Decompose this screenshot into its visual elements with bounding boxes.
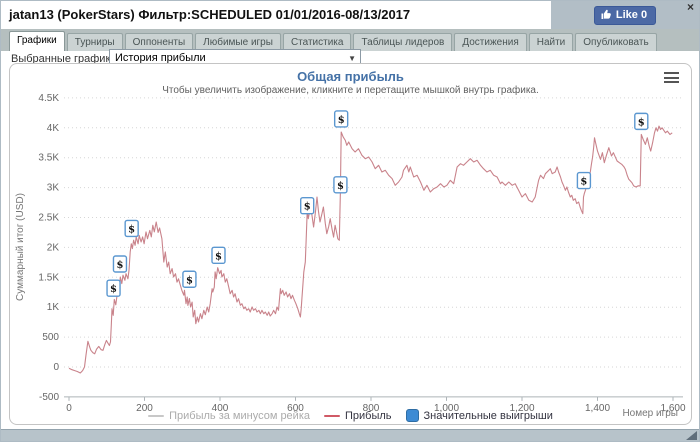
significant-win-marker-2: $ — [112, 255, 128, 273]
titlebar: jatan13 (PokerStars) Фильтр:SCHEDULED 01… — [1, 1, 699, 29]
graph-type-select[interactable]: История прибыли ▼ — [109, 49, 361, 67]
resize-grip-icon[interactable] — [686, 431, 697, 440]
svg-text:2.5K: 2.5K — [38, 213, 59, 224]
svg-text:4.5K: 4.5K — [38, 93, 59, 104]
filter-row: Выбранные графики: История прибыли ▼ — [1, 49, 699, 67]
svg-text:1K: 1K — [47, 302, 60, 313]
tab-7[interactable]: Достижения — [454, 33, 527, 51]
svg-text:$: $ — [128, 224, 135, 235]
svg-text:Номер игры: Номер игры — [622, 408, 678, 419]
chart-menu-icon[interactable] — [664, 72, 679, 83]
window-bottom-strip — [1, 429, 699, 441]
close-icon[interactable]: × — [686, 0, 694, 14]
svg-text:400: 400 — [212, 403, 229, 414]
tab-4[interactable]: Любимые игры — [195, 33, 281, 51]
svg-text:3.5K: 3.5K — [38, 153, 59, 164]
significant-win-marker-4: $ — [182, 270, 197, 288]
graph-type-selected-value: История прибыли — [115, 52, 206, 64]
svg-text:Суммарный итог (USD): Суммарный итог (USD) — [15, 193, 26, 301]
tab-3[interactable]: Оппоненты — [124, 33, 194, 51]
svg-text:0: 0 — [66, 403, 72, 414]
significant-win-marker-1: $ — [106, 279, 121, 297]
chart-panel: Общая прибыль Чтобы увеличить изображени… — [9, 63, 692, 425]
svg-text:0: 0 — [53, 362, 59, 373]
titlebar-right-chrome: Like 0 — [551, 1, 699, 29]
svg-text:1.5K: 1.5K — [38, 272, 59, 283]
significant-win-marker-9: $ — [576, 171, 592, 190]
svg-text:800: 800 — [363, 403, 380, 414]
svg-text:$: $ — [304, 202, 311, 213]
svg-text:$: $ — [215, 251, 222, 262]
like-button-label: Like 0 — [615, 8, 648, 21]
tab-9[interactable]: Опубликовать — [575, 33, 657, 51]
svg-text:$: $ — [580, 177, 587, 188]
tabs-container: Графики Турниры Оппоненты Любимые игры Стати… — [1, 29, 699, 51]
thumbs-up-icon — [601, 9, 611, 19]
svg-text:$: $ — [186, 275, 193, 286]
significant-win-marker-8: $ — [333, 110, 349, 128]
profit-line-chart[interactable]: -500 0 500 1K 1.5K 2K 2.5K 3K 3.5K 4K 4.5K 0 200 400 6… — [10, 64, 691, 424]
legend-line-swatch — [324, 414, 340, 417]
svg-text:1,400: 1,400 — [585, 403, 610, 414]
tab-1[interactable]: Графики — [9, 31, 65, 51]
tab-bar: Графики Турниры Оппоненты Любимые игры Стати… — [1, 29, 699, 51]
legend-label: Значительные выигрыши — [423, 409, 553, 422]
legend-marker-swatch — [405, 409, 419, 422]
svg-text:1,000: 1,000 — [434, 403, 459, 414]
significant-win-marker-5: $ — [211, 246, 226, 265]
legend-label: Прибыль за минусом рейка — [169, 409, 310, 422]
tab-5[interactable]: Статистика — [282, 33, 352, 51]
legend-line-swatch — [148, 414, 165, 417]
window-title: jatan13 (PokerStars) Фильтр:SCHEDULED 01… — [9, 7, 411, 22]
svg-text:2K: 2K — [47, 242, 60, 253]
significant-win-marker-3: $ — [124, 219, 139, 238]
chart-subtitle: Чтобы увеличить изображение, кликните и … — [162, 85, 539, 96]
significant-win-marker-6: $ — [300, 196, 315, 215]
chart-title: Общая прибыль — [297, 69, 404, 84]
svg-text:-500: -500 — [39, 392, 59, 403]
svg-text:$: $ — [638, 117, 645, 128]
svg-text:1,200: 1,200 — [509, 403, 534, 414]
tab-2[interactable]: Турниры — [66, 33, 123, 51]
chart-legend: Прибыль за минусом рейка Прибыль Значитель… — [10, 409, 691, 422]
svg-text:1,600: 1,600 — [660, 403, 685, 414]
svg-text:$: $ — [116, 260, 123, 271]
facebook-like-button[interactable]: Like 0 — [593, 5, 657, 25]
tab-6[interactable]: Таблицы лидеров — [353, 33, 453, 51]
legend-item-2[interactable]: Прибыль — [324, 410, 392, 422]
svg-text:4K: 4K — [47, 123, 60, 134]
svg-text:500: 500 — [42, 332, 59, 343]
chevron-down-icon: ▼ — [348, 54, 356, 63]
svg-text:$: $ — [337, 181, 344, 192]
svg-text:$: $ — [338, 115, 345, 126]
selected-graphs-label: Выбранные графики: — [11, 53, 120, 65]
svg-text:$: $ — [110, 284, 117, 295]
legend-item-1[interactable]: Прибыль за минусом рейка — [148, 410, 310, 422]
significant-win-marker-10: $ — [634, 112, 649, 131]
legend-item-3[interactable]: Значительные выигрыши — [405, 409, 553, 422]
tab-8[interactable]: Найти — [528, 33, 574, 51]
svg-text:600: 600 — [287, 403, 304, 414]
legend-label: Прибыль — [345, 409, 392, 422]
svg-text:200: 200 — [136, 403, 153, 414]
svg-text:3K: 3K — [47, 183, 60, 194]
significant-win-marker-7: $ — [333, 176, 348, 194]
